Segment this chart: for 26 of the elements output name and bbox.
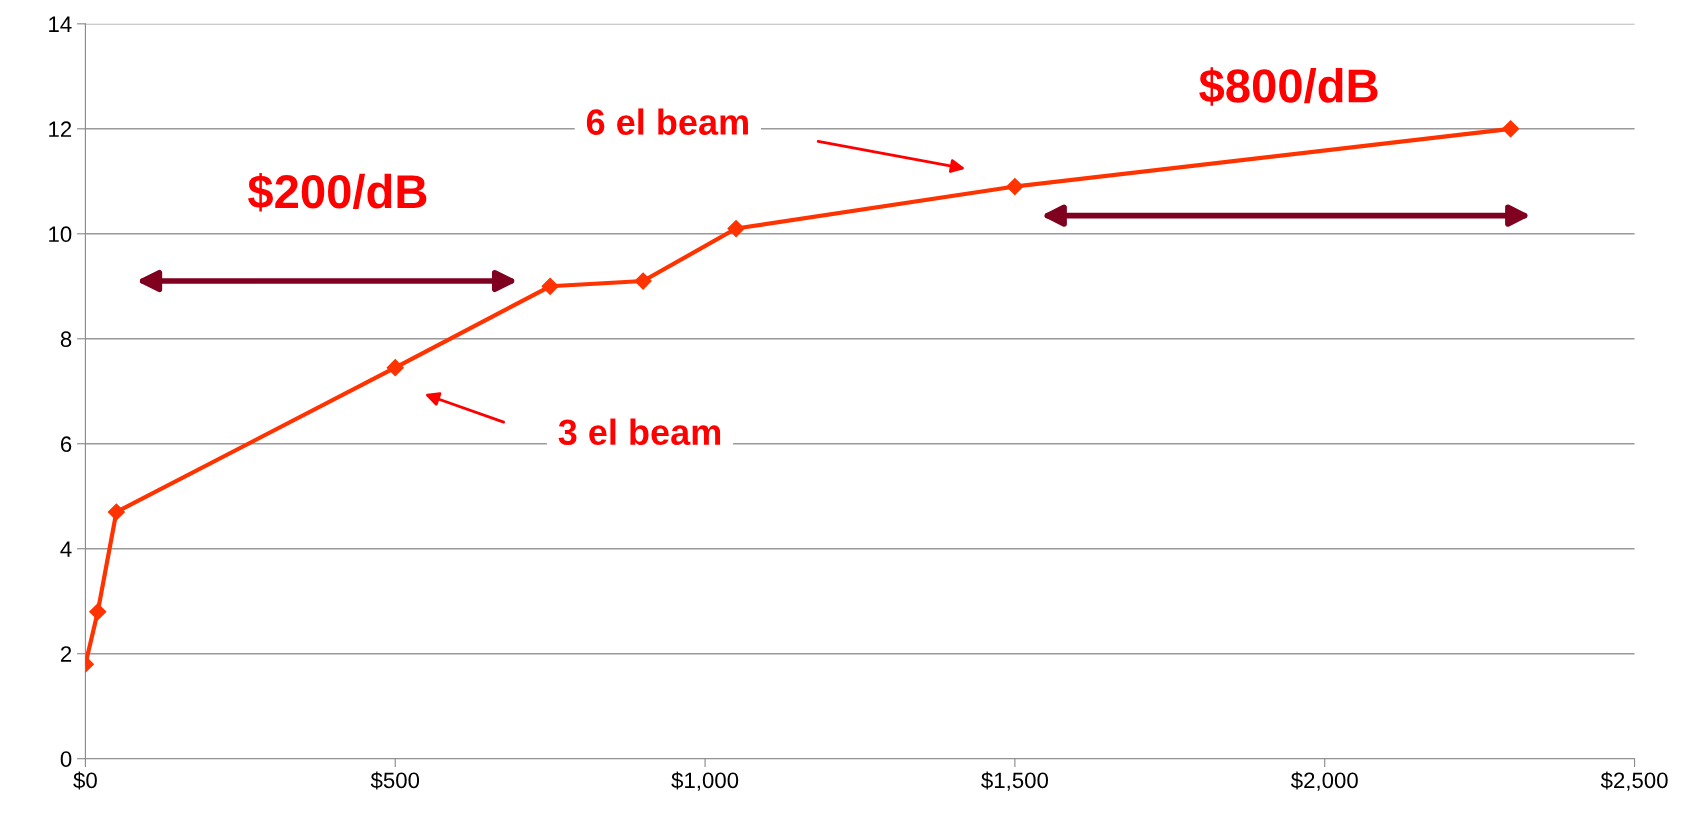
annotation: $200/dB [247, 172, 427, 212]
x-tick-label: $0 [73, 771, 97, 790]
y-tick-label: 6 [60, 436, 72, 453]
y-tick-label: 8 [60, 331, 72, 348]
y-tick-label: 12 [49, 121, 72, 137]
x-tick-label: $1,000 [671, 771, 739, 791]
annotation: 3 el beam [558, 418, 721, 446]
point [89, 603, 107, 621]
x-tick-label: $2,000 [1290, 771, 1358, 791]
point [107, 503, 125, 521]
y-tick-label: 4 [60, 541, 72, 557]
y-tick-label: 10 [49, 226, 72, 243]
point [1502, 120, 1520, 138]
point [541, 277, 559, 295]
annotation: 6 el beam [586, 108, 748, 135]
annotation: $800/dB [1199, 67, 1378, 106]
point [1006, 178, 1024, 196]
point [727, 219, 745, 238]
point [634, 272, 652, 290]
x-tick-label: $500 [370, 771, 420, 790]
y-tick-label: 0 [60, 751, 72, 767]
x-tick-label: $2,500 [1600, 771, 1668, 791]
point [386, 359, 404, 377]
y-tick-label: 14 [49, 16, 72, 32]
y-tick-label: 2 [60, 646, 72, 662]
x-tick-label: $1,500 [981, 771, 1049, 791]
